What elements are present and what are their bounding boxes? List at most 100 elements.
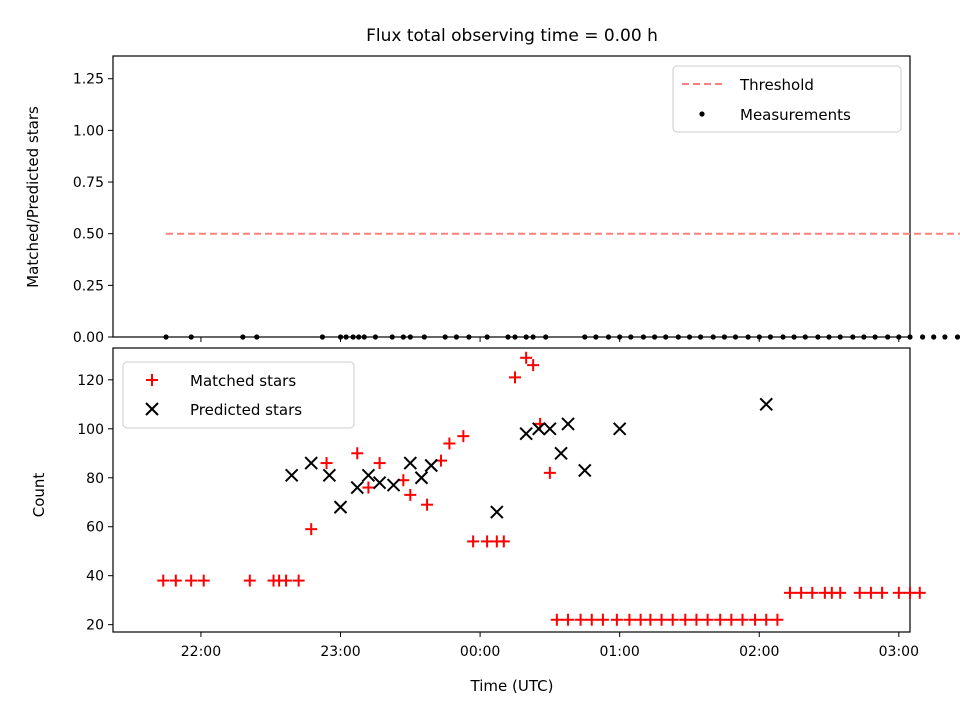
matched-star-marker	[443, 437, 456, 450]
matched-star-marker	[701, 613, 714, 626]
measurement-point	[942, 334, 948, 340]
measurement-point	[931, 334, 937, 340]
predicted-star-marker	[612, 422, 627, 436]
predicted-star-marker	[519, 426, 533, 441]
count-x-tick-label: 22:00	[181, 644, 221, 660]
predicted-star-marker	[372, 475, 387, 490]
measurement-point	[400, 334, 406, 340]
matched-star-marker	[655, 613, 668, 626]
matched-star-marker	[610, 613, 623, 626]
ratio-y-tick-label: 0.75	[73, 175, 104, 191]
ratio-legend-frame	[672, 65, 902, 133]
ratio-y-tick-label: 0.00	[73, 330, 104, 346]
measurement-point	[698, 334, 704, 340]
predicted-star-marker	[361, 468, 376, 483]
measurement-point	[254, 334, 260, 340]
matched-star-marker	[362, 481, 375, 494]
predicted-star-marker	[403, 456, 418, 470]
threshold-legend-label: Threshold	[739, 76, 814, 94]
matched-star-marker	[280, 574, 293, 587]
matched-star-marker	[157, 574, 170, 587]
ratio-legend: Threshold Measurements	[672, 65, 902, 133]
matched-star-marker	[725, 613, 738, 626]
measurement-point	[872, 334, 878, 340]
matched-star-marker	[243, 574, 256, 587]
measurement-point	[675, 334, 681, 340]
measurement-point	[652, 334, 658, 340]
matched-star-marker	[795, 586, 808, 599]
count-panel: 20 40 60 80 100 120 22:00 23:00 00:00 01:00 02:00…	[30, 347, 926, 695]
measurement-point	[605, 334, 612, 340]
measurement-point	[453, 334, 459, 340]
predicted-star-marker	[543, 422, 557, 436]
matched-star-marker	[806, 586, 819, 599]
measurement-point	[421, 334, 427, 340]
predicted-star-marker	[532, 422, 546, 436]
predicted-star-marker	[490, 505, 504, 519]
count-panel-y-ticks: 20 40 60 80 100 120	[77, 373, 113, 634]
count-y-tick-label: 20	[86, 618, 104, 634]
matched-legend-swatch	[146, 374, 158, 386]
ratio-panel-marks	[163, 232, 960, 340]
chart-title: Flux total observing time = 0.00 h	[366, 26, 658, 46]
ratio-y-tick-label: 0.50	[73, 227, 104, 243]
measurement-point	[710, 334, 716, 340]
predicted-star-marker	[414, 471, 429, 485]
measurement-point	[686, 334, 693, 340]
matched-star-marker	[320, 457, 333, 470]
matched-star-marker	[913, 586, 926, 599]
measurement-point	[389, 334, 395, 340]
measurement-point	[319, 334, 325, 340]
matched-star-marker	[679, 613, 692, 626]
count-panel-frame	[112, 347, 911, 633]
predicted-star-marker	[554, 446, 568, 460]
measurement-point	[885, 334, 891, 340]
matched-star-marker	[834, 586, 847, 599]
matched-star-marker	[783, 586, 796, 599]
x-axis-label: Time (UTC)	[470, 677, 554, 695]
matched-star-marker	[305, 523, 318, 536]
matched-star-marker	[864, 586, 877, 599]
measurement-point	[663, 334, 669, 340]
matched-star-marker	[351, 447, 364, 460]
count-y-tick-label: 120	[77, 373, 104, 389]
matched-star-marker	[666, 613, 679, 626]
count-y-axis-label: Count	[30, 473, 48, 518]
ratio-y-tick-label: 1.00	[73, 123, 104, 139]
ratio-panel: 0.00 0.25 0.50 0.75 1.00 1.25 Flux total obse…	[24, 26, 960, 346]
matched-star-marker	[373, 457, 386, 470]
count-panel-marks	[157, 351, 926, 626]
matched-star-marker	[623, 613, 636, 626]
count-legend-frame	[122, 361, 355, 429]
matched-legend-label: Matched stars	[190, 372, 296, 390]
measurement-point	[484, 334, 490, 340]
measurement-point	[721, 334, 728, 340]
matched-star-marker	[690, 613, 703, 626]
measurement-point	[466, 334, 472, 340]
matched-star-marker	[574, 613, 587, 626]
count-y-tick-label: 60	[86, 520, 104, 536]
measurement-point	[640, 334, 647, 340]
matched-star-marker	[736, 613, 749, 626]
matched-star-marker	[596, 613, 609, 626]
measurement-point	[530, 334, 536, 340]
matched-star-marker	[467, 535, 480, 548]
count-panel-x-ticks: 22:00 23:00 00:00 01:00 02:00 03:00	[181, 632, 919, 660]
measurement-point	[907, 334, 913, 340]
predicted-legend-swatch	[145, 402, 159, 416]
predicted-star-marker	[759, 397, 773, 412]
matched-star-marker	[508, 371, 521, 384]
measurement-point	[505, 334, 511, 340]
measurement-point	[188, 334, 194, 340]
predicted-star-marker	[284, 468, 299, 483]
measurement-point	[593, 334, 599, 340]
count-legend: Matched stars Predicted stars	[122, 361, 355, 429]
count-x-tick-label: 23:00	[320, 644, 360, 660]
count-y-tick-label: 100	[77, 422, 104, 438]
predicted-legend-label: Predicted stars	[190, 401, 302, 419]
predicted-star-marker	[350, 480, 364, 495]
matched-star-marker	[421, 498, 434, 511]
matched-star-marker	[714, 613, 727, 626]
measurement-point	[780, 334, 786, 340]
